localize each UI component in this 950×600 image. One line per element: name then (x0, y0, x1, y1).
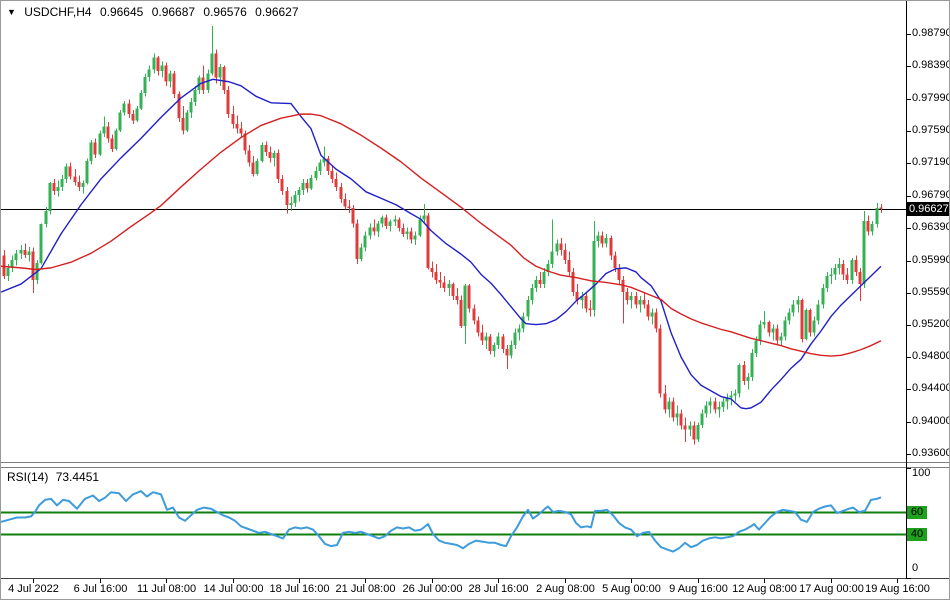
ohlc-low: 0.96576 (203, 5, 247, 19)
time-axis-label: 12 Aug 08:00 (732, 583, 797, 595)
price-axis-label: 0.95990 (912, 253, 950, 266)
time-axis-label: 18 Jul 16:00 (269, 583, 330, 595)
rsi-line (1, 490, 882, 553)
time-axis-ticks (33, 579, 898, 583)
price-axis-label: 0.97190 (912, 156, 950, 169)
rsi-level-40-badge: 40 (907, 527, 927, 541)
price-axis-label: 0.98790 (912, 27, 950, 39)
price-axis-label: 0.94800 (912, 349, 950, 362)
price-axis-label: 0.96390 (912, 221, 950, 234)
ohlc-close: 0.96627 (255, 5, 299, 19)
candlesticks (2, 25, 883, 445)
price-axis-label: 0.94400 (912, 382, 950, 395)
ohlc-high: 0.96687 (151, 5, 196, 19)
time-axis-label: 14 Jul 00:00 (203, 583, 264, 595)
rsi-scale-100-label: 100 (912, 467, 931, 479)
price-axis-label: 0.93600 (912, 447, 950, 459)
chart-header: ▼ USDCHF,H4 0.96645 0.96687 0.96576 0.96… (7, 5, 304, 19)
price-axis-label: 0.97590 (912, 124, 950, 137)
price-axis-line (906, 1, 911, 579)
ohlc-open: 0.96645 (99, 5, 144, 19)
current-price-badge: 0.96627 (907, 202, 949, 216)
rsi-level-lines (1, 511, 906, 536)
time-axis-label: 19 Aug 16:00 (865, 583, 930, 595)
time-axis-label: 9 Aug 16:00 (669, 583, 728, 595)
time-axis-label: 4 Jul 2022 (8, 583, 59, 595)
price-axis-label: 0.96790 (912, 188, 950, 201)
symbol-timeframe-label: USDCHF,H4 (24, 5, 92, 19)
price-axis-label: 0.98390 (912, 59, 950, 72)
ma-fast-line (1, 78, 882, 410)
ma-slow-line (1, 113, 882, 357)
time-axis-label: 28 Jul 16:00 (468, 583, 529, 595)
time-axis-label: 26 Jul 00:00 (402, 583, 463, 595)
panel-separators[interactable] (1, 462, 950, 579)
price-axis-label: 0.95200 (912, 317, 950, 330)
rsi-level-60-badge: 60 (907, 505, 927, 519)
rsi-value: 73.4451 (55, 470, 100, 484)
price-axis-label: 0.97990 (912, 91, 950, 104)
time-axis-label: 21 Jul 08:00 (335, 583, 396, 595)
time-axis-label: 2 Aug 08:00 (536, 583, 595, 595)
time-axis-label: 6 Jul 16:00 (73, 583, 128, 595)
tick-direction-down-icon: ▼ (7, 7, 16, 17)
time-axis-label: 17 Aug 00:00 (799, 583, 864, 595)
price-axis-label: 0.95590 (912, 285, 950, 298)
price-axis-label: 0.94000 (912, 414, 950, 427)
time-axis-label: 5 Aug 00:00 (602, 583, 661, 595)
rsi-indicator-label: RSI(14) 73.4451 (7, 470, 103, 484)
rsi-scale-0-label: 0 (912, 562, 919, 574)
rsi-name: RSI(14) (7, 470, 49, 484)
time-axis-label: 11 Jul 08:00 (136, 583, 197, 595)
